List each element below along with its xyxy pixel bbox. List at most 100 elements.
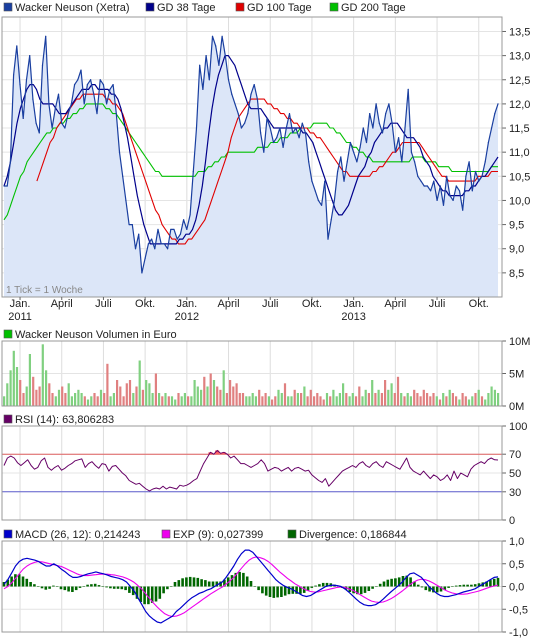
- volume-bar: [313, 396, 316, 407]
- price-point: [25, 79, 28, 81]
- volume-bar: [187, 396, 190, 407]
- volume-bar: [371, 380, 374, 406]
- divergence-bar: [48, 586, 51, 589]
- price-axis-tick-label: 13,5: [509, 26, 530, 38]
- volume-bar: [390, 383, 393, 407]
- divergence-bar: [185, 577, 188, 587]
- x-tick-label: Okt.: [302, 298, 322, 310]
- price-point: [253, 83, 255, 86]
- volume-bar: [458, 399, 461, 406]
- price-axis-tick-label: 12,0: [509, 99, 530, 111]
- price-point: [494, 112, 496, 115]
- volume-bar: [484, 399, 487, 406]
- volume-bar: [497, 393, 500, 406]
- rsi-panel-frame: [1, 425, 503, 521]
- x-tick-year: 2013: [341, 311, 365, 323]
- divergence-bar: [29, 582, 32, 587]
- price-point: [359, 146, 361, 148]
- volume-bar: [96, 396, 99, 407]
- price-point: [202, 88, 204, 91]
- volume-bar: [200, 389, 203, 407]
- x-tick-label: April: [384, 298, 406, 310]
- volume-bar: [416, 393, 419, 406]
- divergence-bar: [207, 581, 211, 587]
- divergence-bar: [97, 585, 101, 587]
- divergence-bar: [196, 577, 200, 587]
- price-point: [86, 83, 89, 86]
- volume-bar: [135, 386, 138, 406]
- price-point: [250, 93, 252, 95]
- price-point: [77, 79, 79, 81]
- price-point: [446, 175, 448, 177]
- volume-bar: [6, 383, 9, 407]
- volume-bar: [64, 393, 67, 406]
- volume-bar: [419, 396, 422, 407]
- volume-bar: [180, 396, 183, 407]
- volume-bar: [467, 399, 471, 406]
- volume-bar: [148, 383, 151, 407]
- price-point: [112, 83, 114, 86]
- price-point: [343, 180, 345, 182]
- price-point: [192, 170, 194, 173]
- price-point: [455, 185, 457, 187]
- price-point: [375, 103, 377, 105]
- volume-bar: [161, 396, 164, 407]
- price-point: [292, 132, 294, 134]
- price-point: [362, 127, 364, 129]
- price-point: [231, 93, 233, 95]
- divergence-bar: [325, 582, 329, 587]
- volume-bar: [12, 350, 15, 407]
- price-point: [474, 170, 477, 173]
- price-point: [433, 180, 435, 182]
- price-point: [391, 122, 393, 124]
- divergence-bar: [166, 586, 169, 590]
- divergence-bar: [223, 579, 226, 587]
- volume-bar: [54, 396, 57, 407]
- divergence-bar: [249, 581, 253, 587]
- price-point: [128, 223, 130, 226]
- volume-bar: [306, 396, 309, 407]
- divergence-bar: [230, 575, 234, 587]
- volume-bar: [406, 393, 409, 406]
- divergence-bar: [139, 586, 143, 602]
- price-point: [423, 185, 425, 187]
- volume-bar: [335, 396, 338, 407]
- price-point: [279, 127, 281, 129]
- divergence-bar: [63, 586, 67, 591]
- volume-bar: [67, 383, 70, 407]
- volume-bar: [116, 380, 119, 406]
- volume-bar: [145, 380, 148, 406]
- x-tick-label: Jan.: [10, 298, 31, 310]
- price-point: [298, 137, 300, 139]
- price-axis-tick-label: 8,5: [509, 268, 524, 280]
- series-line-gd100: [36, 93, 498, 245]
- volume-bar: [106, 363, 109, 407]
- divergence-bar: [10, 576, 13, 587]
- divergence-bar: [116, 586, 120, 589]
- divergence-bar: [295, 586, 298, 594]
- divergence-bar: [272, 586, 276, 598]
- volume-bar: [364, 389, 367, 407]
- price-point: [260, 132, 262, 134]
- divergence-bar: [6, 579, 10, 587]
- volume-axis-tick-label: 0M: [509, 401, 524, 413]
- divergence-bar: [177, 580, 181, 587]
- volume-bar: [225, 393, 228, 406]
- price-point: [13, 74, 15, 76]
- divergence-bar: [2, 582, 6, 587]
- divergence-bar: [283, 586, 287, 596]
- series-line-macd: [3, 549, 499, 624]
- x-tick-label: Juli: [262, 298, 279, 310]
- price-axis-tick-label: 11,5: [509, 123, 530, 135]
- divergence-bar: [17, 574, 21, 587]
- volume-bar: [229, 380, 232, 406]
- price-point: [179, 233, 182, 235]
- volume-bar: [61, 386, 64, 406]
- volume-legend-swatch: [3, 329, 13, 339]
- volume-bar: [86, 399, 90, 406]
- divergence-bar: [200, 579, 203, 587]
- divergence-bar: [128, 586, 131, 593]
- volume-bar: [400, 393, 403, 406]
- macd-legend-label-divergence: Divergence: 0,186844: [299, 529, 407, 541]
- volume-panel-frame: [1, 340, 503, 407]
